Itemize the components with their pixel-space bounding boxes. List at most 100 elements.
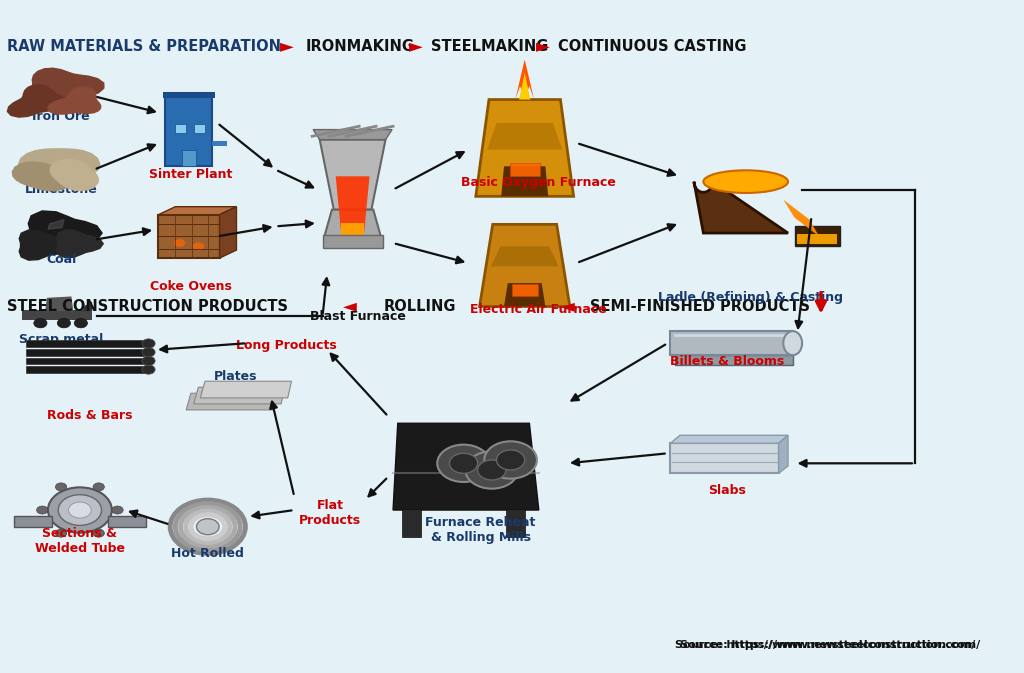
- Ellipse shape: [703, 170, 788, 193]
- Polygon shape: [48, 87, 100, 114]
- Ellipse shape: [58, 495, 101, 526]
- Text: ►: ►: [536, 37, 550, 55]
- Bar: [194, 124, 205, 133]
- Polygon shape: [159, 207, 237, 215]
- Bar: [795, 226, 840, 246]
- Text: Rods & Bars: Rods & Bars: [46, 409, 132, 422]
- Circle shape: [55, 529, 67, 537]
- Polygon shape: [45, 296, 74, 311]
- Circle shape: [34, 318, 47, 328]
- Polygon shape: [490, 246, 558, 267]
- Polygon shape: [22, 310, 92, 320]
- Text: Source: https://www.newsteelconstruction.com/: Source: https://www.newsteelconstruction…: [680, 640, 980, 650]
- Text: CONTINUOUS CASTING: CONTINUOUS CASTING: [558, 38, 746, 54]
- Bar: [512, 285, 538, 296]
- Bar: [182, 149, 196, 166]
- Circle shape: [142, 347, 155, 357]
- Text: Ladle (Refining) & Casting: Ladle (Refining) & Casting: [657, 291, 843, 304]
- Polygon shape: [694, 182, 788, 233]
- Bar: [671, 444, 778, 473]
- Ellipse shape: [48, 487, 112, 533]
- Text: Basic Oxygen Furnace: Basic Oxygen Furnace: [462, 176, 616, 190]
- Text: IRONMAKING: IRONMAKING: [305, 38, 415, 54]
- Text: Electric Air Furnace: Electric Air Furnace: [470, 304, 607, 316]
- Bar: [27, 340, 148, 347]
- Circle shape: [142, 356, 155, 365]
- Text: Sinter Plant: Sinter Plant: [150, 168, 232, 181]
- Bar: [671, 331, 793, 355]
- Polygon shape: [313, 130, 392, 139]
- Polygon shape: [219, 207, 237, 258]
- Circle shape: [193, 242, 204, 250]
- Circle shape: [112, 506, 123, 514]
- Text: Coke Ovens: Coke Ovens: [150, 280, 231, 293]
- Polygon shape: [341, 223, 364, 235]
- Circle shape: [174, 239, 185, 247]
- Polygon shape: [194, 387, 285, 404]
- Text: Plates: Plates: [214, 370, 258, 383]
- Circle shape: [437, 445, 489, 482]
- Polygon shape: [504, 283, 546, 306]
- Text: Source: https://www.newsteelconstruction.com/: Source: https://www.newsteelconstruction…: [675, 640, 976, 650]
- Polygon shape: [186, 393, 278, 410]
- Circle shape: [93, 483, 104, 491]
- Text: ROLLING: ROLLING: [384, 299, 456, 314]
- Polygon shape: [201, 381, 292, 398]
- Polygon shape: [83, 302, 92, 311]
- Text: Billets & Blooms: Billets & Blooms: [670, 355, 784, 368]
- Circle shape: [497, 450, 524, 470]
- Circle shape: [37, 506, 48, 514]
- Polygon shape: [56, 229, 103, 258]
- Text: RAW MATERIALS & PREPARATION: RAW MATERIALS & PREPARATION: [7, 38, 282, 54]
- Polygon shape: [48, 219, 63, 229]
- Polygon shape: [487, 123, 562, 149]
- Text: ◄: ◄: [343, 297, 357, 316]
- Text: ►: ►: [409, 37, 423, 55]
- Circle shape: [484, 441, 537, 479]
- Polygon shape: [325, 210, 381, 236]
- Circle shape: [450, 454, 477, 473]
- Polygon shape: [519, 73, 530, 100]
- Text: ►: ►: [281, 37, 294, 55]
- Polygon shape: [50, 160, 98, 190]
- Bar: [175, 124, 186, 133]
- Text: Sections &
Welded Tube: Sections & Welded Tube: [35, 528, 125, 555]
- Text: SEMI-FINISHED PRODUCTS: SEMI-FINISHED PRODUCTS: [590, 299, 810, 314]
- Circle shape: [466, 452, 518, 489]
- Polygon shape: [24, 68, 103, 112]
- Polygon shape: [19, 230, 70, 260]
- Bar: [506, 509, 524, 537]
- Circle shape: [197, 519, 219, 535]
- Text: Scrap metal: Scrap metal: [19, 333, 103, 347]
- Polygon shape: [501, 166, 548, 197]
- Bar: [798, 234, 837, 244]
- Bar: [159, 215, 219, 258]
- Polygon shape: [12, 162, 73, 190]
- Polygon shape: [671, 435, 788, 444]
- Circle shape: [142, 365, 155, 374]
- Polygon shape: [336, 176, 370, 235]
- Text: Slabs: Slabs: [708, 483, 745, 497]
- Bar: [27, 349, 148, 355]
- Bar: [675, 355, 793, 365]
- Polygon shape: [783, 200, 819, 236]
- Text: Hot Rolled: Hot Rolled: [171, 547, 244, 560]
- Polygon shape: [393, 423, 539, 510]
- Text: Blast Furnace: Blast Furnace: [310, 310, 407, 323]
- Text: Iron Ore: Iron Ore: [33, 110, 90, 122]
- Text: Coal: Coal: [46, 253, 76, 267]
- Polygon shape: [29, 211, 102, 255]
- Text: STEEL CONSTRUCTION PRODUCTS: STEEL CONSTRUCTION PRODUCTS: [7, 299, 289, 314]
- Text: STEELMAKING: STEELMAKING: [431, 38, 548, 54]
- Polygon shape: [479, 224, 569, 306]
- Text: Furnace Reheat
& Rolling Mills: Furnace Reheat & Rolling Mills: [425, 516, 536, 544]
- Bar: [166, 93, 213, 166]
- Bar: [163, 92, 215, 98]
- Circle shape: [55, 483, 67, 491]
- Bar: [27, 357, 148, 364]
- Bar: [27, 366, 148, 373]
- Text: ◄: ◄: [561, 297, 575, 316]
- Circle shape: [477, 460, 506, 480]
- Polygon shape: [476, 100, 573, 197]
- Bar: [323, 235, 383, 248]
